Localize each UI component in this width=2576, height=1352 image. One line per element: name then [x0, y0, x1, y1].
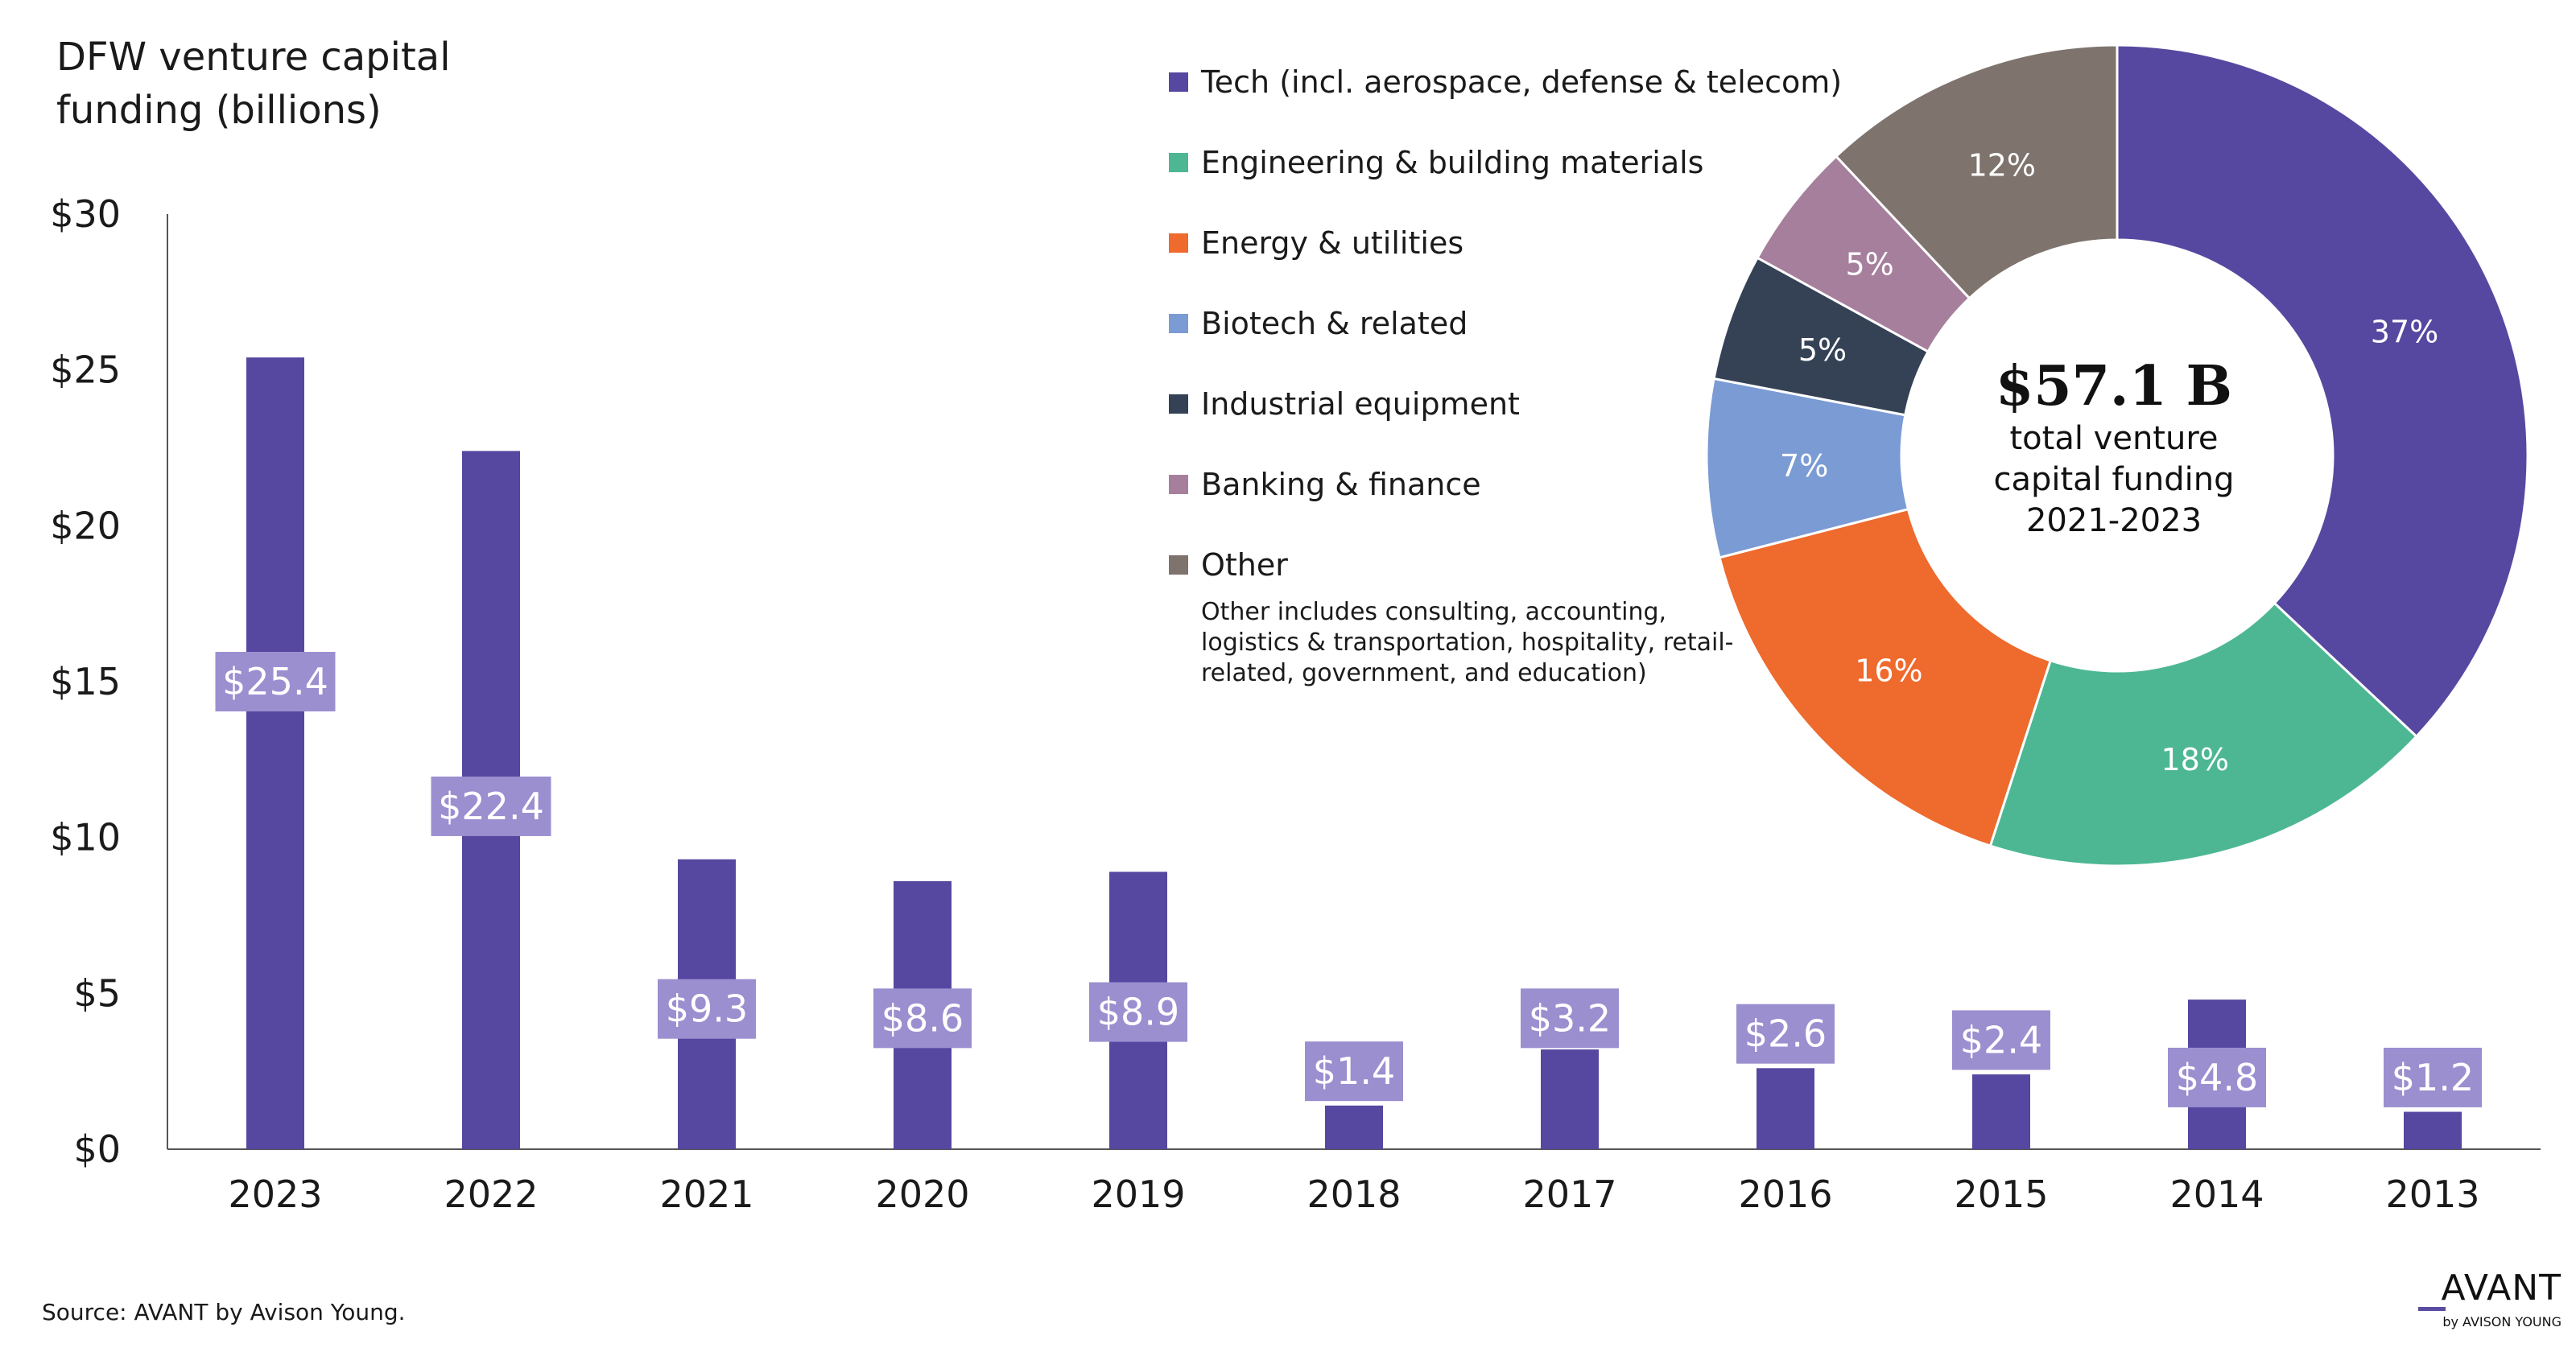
data-label: $2.4	[1960, 1018, 2042, 1061]
chart-title: DFW venture capital funding (billions)	[56, 35, 451, 133]
data-label-bg	[1952, 1010, 2050, 1070]
y-tick-label: $20	[50, 504, 121, 547]
data-label-bg	[658, 979, 756, 1039]
logo-subtitle: by AVISON YOUNG	[2442, 1314, 2562, 1329]
bar-2015	[1972, 1074, 2030, 1149]
data-label-bg	[1305, 1041, 1403, 1102]
donut-chart: 37% 18% 16% 7% 5% 5% 12%	[1705, 43, 2529, 868]
data-label-bg	[2168, 1047, 2266, 1107]
y-tick-label: $5	[73, 971, 121, 1015]
y-tick-label: $10	[50, 816, 121, 859]
bar-2018	[1325, 1105, 1383, 1149]
donut-total: $57.1 B	[1995, 354, 2233, 418]
legend-label: Engineering & building materials	[1201, 145, 1704, 180]
x-tick-label: 2014	[2169, 1173, 2264, 1216]
donut-slice-0	[2116, 43, 2529, 739]
y-tick-label: $0	[73, 1127, 121, 1171]
donut-caption: total venture capital funding 2021-2023	[1993, 420, 2235, 539]
legend-swatch	[1169, 555, 1188, 575]
data-label: $8.9	[1097, 991, 1179, 1034]
data-label-bg	[1736, 1004, 1835, 1064]
legend-note: Other includes consulting, accounting, l…	[1201, 598, 1734, 687]
data-label: $22.4	[438, 785, 544, 828]
bar-2013	[2404, 1111, 2462, 1149]
legend-item-energy: Energy & utilities	[1169, 219, 1463, 267]
data-label-bg	[1521, 988, 1619, 1049]
legend-item-other: Other	[1169, 541, 1288, 589]
x-tick-label: 2018	[1307, 1173, 1401, 1216]
data-label-bg	[1089, 982, 1187, 1042]
y-tick-label: $30	[50, 192, 121, 236]
legend-swatch	[1169, 153, 1188, 172]
data-label: $2.6	[1744, 1012, 1827, 1056]
data-label-bg	[431, 776, 551, 836]
logo-wordmark: AVANT	[2441, 1268, 2562, 1309]
bar-2016	[1757, 1068, 1814, 1149]
legend-swatch	[1169, 475, 1188, 494]
x-tick-label: 2017	[1522, 1173, 1616, 1216]
data-label: $1.4	[1313, 1049, 1395, 1093]
bar-2023	[246, 357, 304, 1149]
legend-swatch	[1169, 314, 1188, 333]
donut-slice-label: 5%	[1798, 332, 1847, 368]
data-label: $1.2	[2392, 1056, 2474, 1099]
x-tick-label: 2016	[1738, 1173, 1832, 1216]
data-label: $25.4	[222, 660, 328, 703]
donut-slice-label: 37%	[2371, 315, 2438, 350]
avant-logo: AVANT by AVISON YOUNG	[2417, 1268, 2562, 1331]
data-label-bg	[873, 988, 972, 1049]
donut-slice-label: 7%	[1780, 448, 1828, 484]
x-tick-label: 2020	[875, 1173, 969, 1216]
donut-slice-label: 16%	[1855, 653, 1922, 688]
data-label-bg	[215, 652, 336, 711]
x-tick-label: 2023	[228, 1173, 322, 1216]
legend-item-engineering: Engineering & building materials	[1169, 138, 1703, 187]
legend-item-tech: Tech (incl. aerospace, defense & telecom…	[1169, 58, 1842, 106]
x-tick-label: 2019	[1091, 1173, 1185, 1216]
legend-item-banking: Banking & finance	[1169, 460, 1481, 509]
data-label: $4.8	[2176, 1056, 2258, 1099]
legend-label: Banking & finance	[1201, 467, 1481, 502]
x-tick-label: 2013	[2385, 1173, 2479, 1216]
legend-label: Biotech & related	[1201, 306, 1468, 341]
data-label: $8.6	[881, 996, 964, 1040]
x-tick-label: 2022	[444, 1173, 538, 1216]
donut-center: $57.1 B total venture capital funding 20…	[1953, 354, 2275, 542]
logo-accent-bar	[2418, 1307, 2446, 1311]
legend-label: Energy & utilities	[1201, 225, 1464, 261]
legend-label: Tech (incl. aerospace, defense & telecom…	[1201, 64, 1843, 100]
legend-label: Other	[1201, 547, 1288, 583]
x-tick-label: 2021	[659, 1173, 753, 1216]
data-label: $9.3	[666, 987, 748, 1031]
donut-slice-label: 12%	[1968, 147, 2036, 183]
donut-slice-label: 5%	[1845, 247, 1893, 282]
donut-slice-label: 18%	[2161, 742, 2229, 777]
y-tick-label: $25	[50, 348, 121, 392]
legend-swatch	[1169, 233, 1188, 253]
legend-swatch	[1169, 394, 1188, 414]
donut-slice-2	[1718, 507, 2053, 847]
data-label-bg	[2384, 1047, 2482, 1107]
data-label: $3.2	[1529, 996, 1611, 1040]
legend-label: Industrial equipment	[1201, 386, 1520, 422]
bar-2017	[1541, 1049, 1599, 1149]
donut-slice-6	[1834, 43, 2119, 300]
legend-swatch	[1169, 72, 1188, 92]
source-note: Source: AVANT by Avison Young.	[42, 1299, 406, 1325]
y-tick-label: $15	[50, 660, 121, 703]
x-tick-label: 2015	[1954, 1173, 2048, 1216]
legend-item-industrial: Industrial equipment	[1169, 380, 1520, 428]
donut-slice-1	[1988, 601, 2418, 868]
legend-item-biotech: Biotech & related	[1169, 299, 1468, 348]
